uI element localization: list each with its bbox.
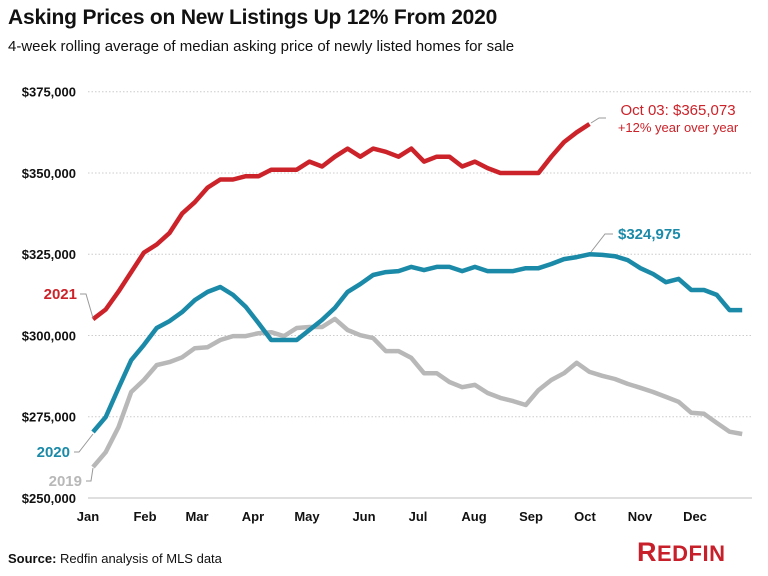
y-tick-label: $300,000 [22, 328, 76, 343]
chart-subtitle: 4-week rolling average of median asking … [8, 38, 515, 55]
series-lines [91, 122, 743, 469]
x-tick-label: Dec [683, 509, 707, 524]
leader-2020 [74, 433, 94, 453]
source-note: Source: Redfin analysis of MLS data [8, 551, 222, 566]
x-tick-label: Nov [628, 509, 653, 524]
x-tick-label: Sep [519, 509, 543, 524]
leader-2019 [86, 467, 94, 482]
annotation-2020-peak: $324,975 [618, 226, 681, 243]
y-tick-label: $325,000 [22, 247, 76, 262]
x-tick-label: Mar [185, 509, 208, 524]
y-tick-label: $375,000 [22, 85, 76, 100]
y-tick-label: $275,000 [22, 410, 76, 425]
x-tick-label: Jun [352, 509, 375, 524]
chart-title: Asking Prices on New Listings Up 12% Fro… [8, 6, 498, 29]
y-tick-label: $250,000 [22, 491, 76, 506]
redfin-logo: REDFIN [637, 537, 726, 567]
series-line-2021 [91, 122, 591, 321]
series-line-2020 [91, 252, 743, 434]
leader-2021-end [590, 117, 606, 124]
source-text: Redfin analysis of MLS data [60, 551, 222, 566]
series-label-2021: 2021 [44, 286, 77, 303]
x-axis: Jan Feb Mar Apr May Jun Jul Aug Sep Oct Nov Dec [77, 509, 707, 524]
x-tick-label: Feb [133, 509, 156, 524]
series-label-2019: 2019 [49, 473, 82, 490]
series-line-2019 [91, 316, 743, 469]
x-tick-label: Oct [574, 509, 596, 524]
annotations: 2021 2020 2019 Oct 03: $365,073 +12% yea… [37, 102, 739, 490]
x-tick-label: Jan [77, 509, 99, 524]
annotation-2021-yoy: +12% year over year [618, 120, 739, 135]
x-tick-label: May [294, 509, 320, 524]
x-tick-label: Apr [242, 509, 264, 524]
annotation-2021-value: Oct 03: $365,073 [620, 102, 735, 119]
y-axis: $250,000 $275,000 $300,000 $325,000 $350,000… [22, 85, 76, 506]
series-label-2020: 2020 [37, 444, 70, 461]
leader-2021 [80, 293, 94, 319]
y-tick-label: $350,000 [22, 166, 76, 181]
source-label: Source: [8, 551, 57, 566]
gridlines [88, 91, 752, 499]
leader-2020-peak [590, 233, 613, 253]
x-tick-label: Aug [461, 509, 486, 524]
x-tick-label: Jul [409, 509, 428, 524]
